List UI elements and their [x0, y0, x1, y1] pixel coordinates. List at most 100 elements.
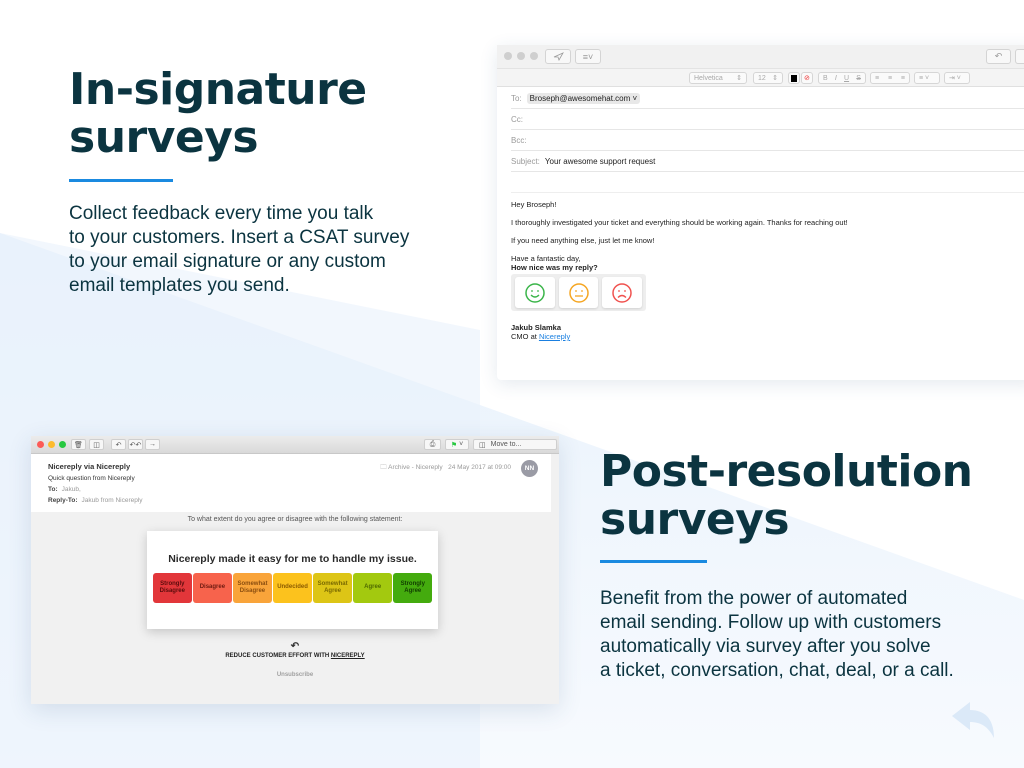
- flag-button[interactable]: ⚑ ˅: [445, 439, 469, 450]
- printer-icon: ⎙: [429, 440, 436, 448]
- bcc-label: Bcc:: [511, 135, 527, 145]
- avatar: NN: [521, 460, 538, 477]
- reply-all-button[interactable]: ↶↶: [128, 439, 143, 450]
- chevron-down-icon: ˅: [459, 441, 464, 448]
- text-color-button[interactable]: [788, 72, 800, 84]
- trash-icon: 🗑: [74, 441, 83, 449]
- align-center-icon[interactable]: ≡: [887, 74, 893, 82]
- strikethrough-button[interactable]: S: [856, 74, 861, 82]
- heading-line: In-signature: [69, 64, 367, 115]
- zoom-window-button[interactable]: [59, 441, 66, 448]
- ces-survey-card: Nicereply made it easy for me to handle …: [147, 531, 438, 629]
- size-value: 12: [758, 74, 766, 82]
- paragraph-line: email templates you send.: [69, 275, 290, 296]
- extra-field: [511, 172, 1024, 193]
- paragraph-line: Benefit from the power of automated: [600, 588, 908, 609]
- reply-button[interactable]: ↶: [111, 439, 126, 450]
- mail-titlebar: 🗑 ◫ ↶ ↶↶ → ⎙ ⚑ ˅ ◫ Move to...: [31, 436, 559, 454]
- minimize-window-button[interactable]: [517, 52, 525, 60]
- role-text: CMO at: [511, 332, 537, 341]
- nicereply-logo-icon: ↶: [290, 641, 300, 652]
- bcc-field[interactable]: Bcc:: [511, 130, 1024, 151]
- print-button[interactable]: ⎙: [424, 439, 441, 450]
- align-right-icon[interactable]: ≡: [900, 74, 905, 82]
- agreement-scale: Strongly Disagree Disagree Somewhat Disa…: [153, 573, 433, 603]
- signature-name: Jakub Slamka: [511, 323, 562, 332]
- folder-name[interactable]: Archive - Nicereply: [388, 464, 443, 471]
- delete-button[interactable]: 🗑: [71, 439, 86, 450]
- heading-line: surveys: [69, 112, 259, 163]
- toolbar-button[interactable]: [1015, 49, 1024, 64]
- email-footer: ↶ REDUCE CUSTOMER EFFORT WITH NICEREPLY: [31, 641, 559, 659]
- to-label: To:: [511, 93, 522, 103]
- minimize-window-button[interactable]: [48, 441, 55, 448]
- scale-somewhat-disagree[interactable]: Somewhat Disagree: [233, 573, 272, 603]
- scale-somewhat-agree[interactable]: Somewhat Agree: [313, 573, 352, 603]
- section1-heading: In-signature surveys: [69, 66, 367, 162]
- archive-button[interactable]: ◫: [89, 439, 104, 450]
- sad-rating-button[interactable]: [602, 277, 643, 308]
- csat-smiley-survey: [511, 274, 646, 311]
- move-to-button[interactable]: ◫ Move to...: [473, 439, 557, 450]
- font-select[interactable]: Helvetica ⇕: [689, 72, 747, 84]
- mail-window: 🗑 ◫ ↶ ↶↶ → ⎙ ⚑ ˅ ◫ Move to... Nicereply vi…: [31, 436, 559, 704]
- italic-button[interactable]: I: [834, 74, 837, 82]
- send-button[interactable]: [545, 49, 571, 64]
- reply-button[interactable]: ↶: [986, 49, 1011, 64]
- sender-name: Nicereply via Nicereply: [48, 462, 131, 471]
- scale-strongly-disagree[interactable]: Strongly Disagree: [153, 573, 192, 603]
- header-fields-button[interactable]: ≡˅: [575, 49, 601, 64]
- folder-icon: 🗀: [380, 464, 387, 471]
- stepper-icon: ⇕: [736, 75, 742, 82]
- close-window-button[interactable]: [37, 441, 44, 448]
- message-header: Nicereply via Nicereply Quick question f…: [31, 454, 559, 512]
- scale-disagree[interactable]: Disagree: [193, 573, 232, 603]
- nicereply-link[interactable]: Nicereply: [538, 332, 571, 341]
- forward-button[interactable]: →: [145, 439, 160, 450]
- happy-rating-button[interactable]: [515, 277, 555, 308]
- scale-strongly-agree[interactable]: Strongly Agree: [393, 573, 433, 603]
- bold-button[interactable]: B: [823, 74, 828, 82]
- to-field[interactable]: To: Broseph@awesomehat.com ˅: [511, 88, 1024, 109]
- reply-icon: ↶: [994, 51, 1003, 61]
- style-buttons: B I U S: [818, 72, 866, 84]
- cc-field[interactable]: Cc:: [511, 109, 1024, 130]
- align-buttons: ≡ ≡ ≡: [870, 72, 910, 84]
- paragraph-line: to your email signature or any custom: [69, 251, 386, 272]
- recipient-chip[interactable]: Broseph@awesomehat.com ˅: [526, 92, 641, 104]
- paragraph-line: Collect feedback every time you talk: [69, 203, 374, 224]
- heading-line: Post-resolution: [600, 446, 973, 497]
- underline-button[interactable]: U: [844, 74, 850, 82]
- neutral-rating-button[interactable]: [558, 277, 599, 308]
- heading-underline: [600, 560, 707, 563]
- message-body[interactable]: Hey Broseph! I thoroughly investigated y…: [511, 200, 848, 341]
- format-bar: Helvetica ⇕ 12 ⇕ ⊘ B I U S ≡ ≡ ≡ ≡ ˅ ⇥ ˅: [497, 69, 1024, 87]
- zoom-window-button[interactable]: [530, 52, 538, 60]
- scale-agree[interactable]: Agree: [353, 573, 392, 603]
- to-line: To: Jakub,: [48, 486, 81, 493]
- window-controls: [504, 52, 538, 60]
- survey-prompt: To what extent do you agree or disagree …: [187, 516, 403, 523]
- reply-to-line: Reply-To: Jakub from Nicereply: [48, 497, 143, 504]
- indent-icon: ⇥ ˅: [949, 75, 961, 82]
- compose-titlebar: ≡˅ ↶: [497, 45, 1024, 69]
- subject-value: Your awesome support request: [544, 156, 656, 166]
- indent-select[interactable]: ⇥ ˅: [944, 72, 970, 84]
- list-icon: ≡˅: [582, 51, 594, 62]
- align-left-icon[interactable]: ≡: [875, 74, 880, 82]
- unsubscribe-link[interactable]: Unsubscribe: [276, 672, 314, 678]
- heading-underline: [69, 179, 173, 182]
- size-select[interactable]: 12 ⇕: [753, 72, 783, 84]
- scale-undecided[interactable]: Undecided: [273, 573, 312, 603]
- list-style-select[interactable]: ≡ ˅: [914, 72, 940, 84]
- nicereply-footer-link[interactable]: NICEREPLY: [330, 653, 365, 659]
- highlight-color-button[interactable]: ⊘: [801, 72, 813, 84]
- closing-text: Have a fantastic day,: [511, 254, 581, 263]
- survey-statement: Nicereply made it easy for me to handle …: [168, 553, 417, 565]
- close-window-button[interactable]: [504, 52, 512, 60]
- forward-icon: →: [149, 441, 156, 448]
- subject-field[interactable]: Subject: Your awesome support request: [511, 151, 1024, 172]
- message-date: 24 May 2017 at 09:00: [448, 464, 511, 471]
- paragraph-line: to your customers. Insert a CSAT survey: [69, 227, 410, 248]
- heading-line: surveys: [600, 494, 790, 545]
